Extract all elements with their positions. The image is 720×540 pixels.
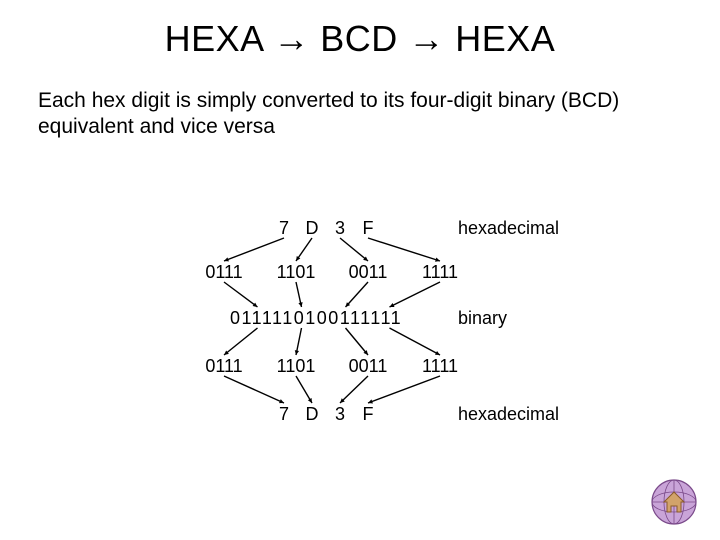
home-icon[interactable] (650, 478, 698, 526)
page-title: HEXA → BCD → HEXA (0, 0, 720, 60)
title-word-3: HEXA (455, 18, 555, 59)
title-word-1: HEXA (165, 18, 263, 59)
conversion-diagram: 7D3F hexadecimal 0111110100111111 011111… (0, 200, 720, 500)
title-word-2: BCD (320, 18, 398, 59)
title-arrow-2: → (408, 18, 445, 59)
description-text: Each hex digit is simply converted to it… (0, 60, 720, 141)
arrow-lines (0, 200, 720, 500)
title-arrow-1: → (273, 18, 310, 59)
